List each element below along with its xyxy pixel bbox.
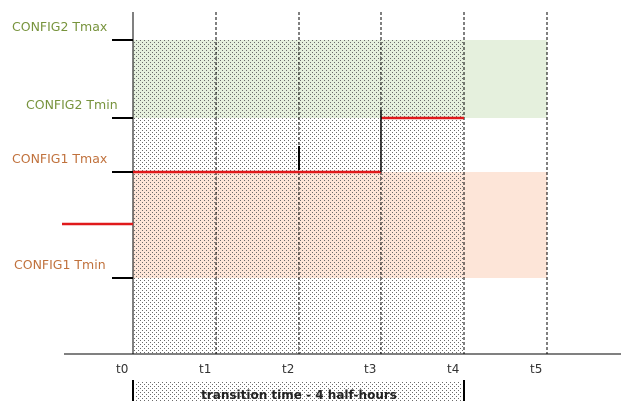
tick-label-t4: t4 <box>447 362 460 376</box>
config2-tmax-label: CONFIG2 Tmax <box>12 19 108 34</box>
config1-tmax-label: CONFIG1 Tmax <box>12 151 108 166</box>
config1-tmin-label: CONFIG1 Tmin <box>14 257 106 272</box>
y-axis-ticks <box>112 39 133 279</box>
transition-caption: transition time - 4 half-hours <box>201 388 397 402</box>
setpoint-path <box>62 116 464 226</box>
tick-label-t0: t0 <box>116 362 129 376</box>
transition-span-dotted <box>135 381 462 401</box>
time-gridlines <box>215 12 548 354</box>
tick-label-t2: t2 <box>282 362 295 376</box>
tick-label-t1: t1 <box>199 362 212 376</box>
tick-label-t5: t5 <box>530 362 543 376</box>
config2-tmin-label: CONFIG2 Tmin <box>26 97 118 112</box>
tick-label-t3: t3 <box>364 362 377 376</box>
